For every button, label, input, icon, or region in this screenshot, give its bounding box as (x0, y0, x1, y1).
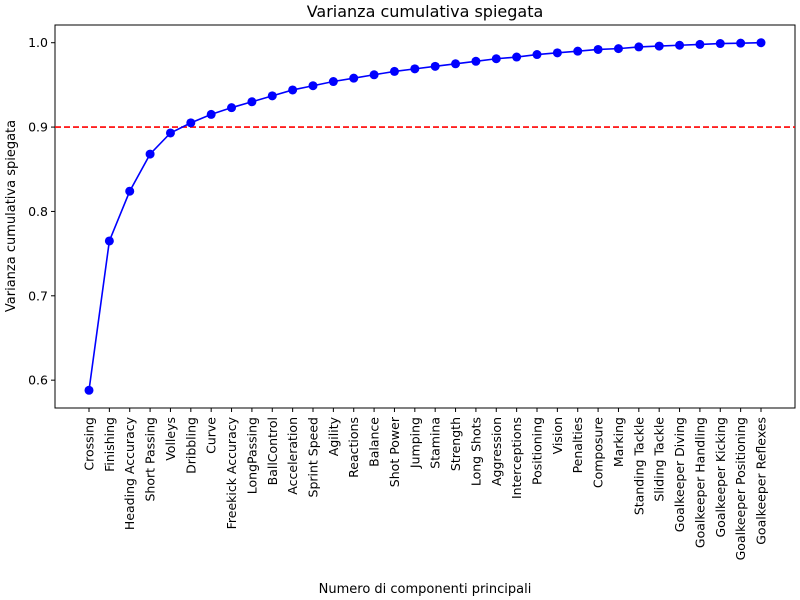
x-tick-label: Aggression (489, 417, 504, 486)
x-tick-label: Curve (204, 417, 219, 454)
y-tick-label: 0.7 (28, 288, 48, 303)
data-point (328, 77, 338, 87)
x-tick-label: Balance (367, 417, 382, 467)
data-point (349, 73, 359, 83)
x-tick-label: Short Passing (143, 417, 158, 502)
x-tick-label: Marking (611, 417, 626, 467)
x-tick-label: Vision (550, 417, 565, 454)
x-tick-label: Interceptions (509, 417, 524, 499)
x-tick-label: Strength (448, 417, 463, 471)
data-point (84, 385, 94, 395)
x-tick-label: Volleys (163, 417, 178, 461)
data-point (613, 44, 623, 54)
x-tick-label: Standing Tackle (631, 417, 646, 515)
y-tick-label: 1.0 (28, 35, 48, 50)
data-point (573, 46, 583, 56)
x-tick-label: Heading Accuracy (122, 416, 137, 530)
x-tick-label: Composure (591, 417, 606, 488)
x-tick-label: Agility (326, 416, 341, 456)
data-point (654, 41, 664, 51)
data-point (756, 38, 766, 48)
x-tick-label: BallControl (265, 417, 280, 485)
data-point (308, 81, 318, 91)
x-tick-label: Jumping (407, 417, 422, 469)
x-tick-label: Sprint Speed (306, 417, 321, 497)
y-tick-label: 0.6 (28, 373, 48, 388)
x-tick-label: Sliding Tackle (652, 417, 667, 502)
series-line (88, 41, 762, 391)
x-tick-label: Stamina (428, 417, 443, 469)
data-point (634, 42, 644, 52)
x-axis-label: Numero di componenti principali (319, 582, 532, 597)
data-point (430, 61, 440, 71)
data-point (145, 149, 155, 159)
data-point (512, 52, 522, 62)
data-points (84, 38, 766, 395)
data-point (125, 186, 135, 196)
x-tick-label: Long Shots (468, 417, 483, 486)
y-tick-label: 0.8 (28, 204, 48, 219)
data-point (369, 70, 379, 80)
data-point (715, 39, 725, 49)
data-point (247, 97, 257, 107)
chart-title: Varianza cumulativa spiegata (307, 2, 544, 21)
x-tick-label: Penalties (570, 417, 585, 473)
data-point (736, 38, 746, 48)
x-tick-label: Reactions (346, 417, 361, 478)
data-point (389, 66, 399, 76)
x-tick-label: Goalkeeper Kicking (713, 417, 728, 538)
data-point (104, 236, 114, 246)
x-tick-label: Goalkeeper Handling (692, 417, 707, 548)
data-point (165, 128, 175, 138)
x-tick-label: Positioning (530, 417, 545, 485)
x-tick-label: Crossing (82, 417, 97, 471)
x-tick-label: Finishing (102, 417, 117, 472)
data-point (288, 85, 298, 95)
data-point (186, 118, 196, 128)
x-tick-label: Goalkeeper Diving (672, 417, 687, 532)
x-tick-label: Freekick Accuracy (224, 416, 239, 529)
data-point (206, 109, 216, 119)
data-point (593, 44, 603, 54)
data-point (471, 56, 481, 66)
x-tick-label: Goalkeeper Positioning (733, 417, 748, 560)
x-tick-label: LongPassing (244, 417, 259, 494)
x-axis: Crossing Finishing Heading Accuracy Short P… (82, 408, 769, 560)
y-tick-label: 0.9 (28, 120, 48, 135)
x-tick-label: Dribbling (183, 417, 198, 474)
x-tick-label: Acceleration (285, 417, 300, 495)
data-point (227, 103, 237, 113)
data-point (451, 59, 461, 69)
plot-area (54, 24, 796, 409)
data-point (695, 39, 705, 49)
x-tick-label: Shot Power (387, 416, 402, 487)
data-point (410, 64, 420, 74)
data-point (267, 91, 277, 101)
x-tick-label: Goalkeeper Reflexes (754, 417, 769, 545)
y-axis-label: Varianza cumulativa spiegata (4, 120, 19, 312)
data-point (532, 50, 542, 60)
data-point (491, 54, 501, 64)
y-axis: 0.6 0.7 0.8 0.9 1.0 (28, 35, 55, 388)
data-point (552, 48, 562, 58)
data-point (675, 40, 685, 50)
